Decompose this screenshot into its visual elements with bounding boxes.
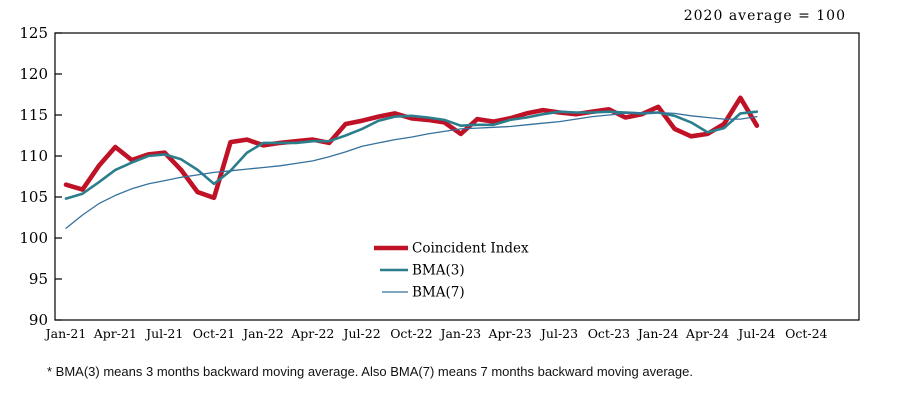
x-axis-label: Jul-21 <box>144 326 183 341</box>
x-axis-label: Jan-24 <box>636 326 679 341</box>
y-axis-label: 120 <box>19 65 48 83</box>
legend-label: BMA(7) <box>412 285 465 301</box>
x-axis-label: Jul-24 <box>736 326 775 341</box>
x-axis-label: Jan-22 <box>241 326 284 341</box>
x-axis-label: Jul-22 <box>341 326 380 341</box>
series-bma-3- <box>64 110 759 200</box>
unit-note: 2020 average = 100 <box>683 8 846 24</box>
x-axis-label: Oct-21 <box>193 326 235 341</box>
y-axis-label: 115 <box>19 106 48 124</box>
y-axis-label: 95 <box>29 270 48 288</box>
y-axis-label: 100 <box>19 229 48 247</box>
x-axis-label: Jan-21 <box>44 326 87 341</box>
x-axis-label: Jan-23 <box>438 326 481 341</box>
y-axis-label: 90 <box>29 311 48 329</box>
plot-border <box>54 32 860 321</box>
x-axis-label: Apr-22 <box>290 326 334 341</box>
y-axis-label: 125 <box>19 24 48 42</box>
footnote: * BMA(3) means 3 months backward moving … <box>47 364 693 379</box>
line-chart: 90 95 100 105 110 115 120 125 Jan-21 Apr-21 Jul-21… <box>19 24 860 341</box>
x-axis-label: Oct-24 <box>785 326 827 341</box>
x-axis-label: Apr-24 <box>685 326 729 341</box>
legend-label: BMA(3) <box>412 263 465 279</box>
y-axis-label: 110 <box>19 147 48 165</box>
x-axis-label: Oct-23 <box>588 326 630 341</box>
series-bma-7- <box>65 111 758 229</box>
x-axis-label: Oct-22 <box>390 326 432 341</box>
x-axis-label: Apr-21 <box>93 326 137 341</box>
legend-label: Coincident Index <box>412 241 529 257</box>
x-axis-label: Jul-23 <box>539 326 578 341</box>
y-axis-label: 105 <box>19 188 48 206</box>
x-axis-label: Apr-23 <box>488 326 532 341</box>
